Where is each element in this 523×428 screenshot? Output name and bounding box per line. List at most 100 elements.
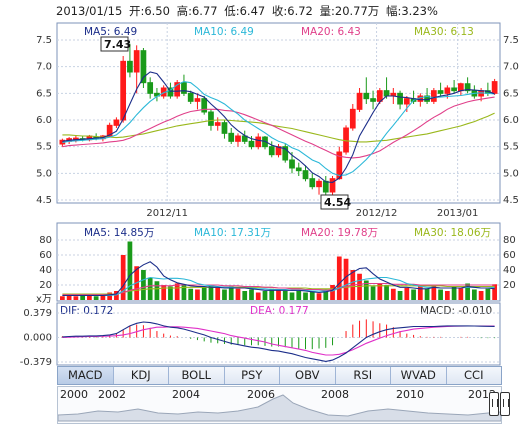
volume-ytick-left: 40: [39, 265, 52, 276]
price-ytick-left: 7.5: [36, 35, 52, 46]
navigator-area: [58, 394, 501, 422]
macd-ytick-left: 0.000: [23, 333, 52, 344]
tab-rsi[interactable]: RSI: [336, 367, 391, 384]
price-ytick-right: 4.5: [503, 195, 519, 206]
volume-bar: [161, 285, 167, 300]
quote-date: 2013/01/15: [56, 4, 123, 18]
volume-bar: [141, 270, 146, 300]
volume-bar: [478, 291, 484, 300]
candle-body: [282, 146, 289, 161]
tab-cci[interactable]: CCI: [464, 368, 484, 382]
volume-bar: [417, 286, 423, 300]
tab-obv[interactable]: OBV: [280, 367, 336, 384]
nav-year-2010: 2010: [396, 388, 424, 401]
volume-bar: [127, 241, 133, 300]
price-xtick: 2012/11: [146, 208, 188, 219]
volume-bar: [336, 256, 342, 300]
vol-ma30-legend: MA30: 18.06万: [414, 227, 491, 239]
candle-body: [208, 111, 214, 126]
volume-bar: [249, 289, 254, 300]
volume-bar: [289, 292, 295, 300]
candle-body: [383, 90, 390, 97]
volume-ytick-left: 60: [39, 250, 52, 261]
price-ytick-right: 5.0: [503, 168, 519, 179]
volume-ma20-line: [62, 282, 495, 296]
volume-bar: [377, 283, 383, 300]
indicator-tabs: MACD KDJ BOLL PSY OBV RSI WVAD CCI: [57, 366, 502, 385]
nav-year-2002: 2002: [98, 388, 126, 401]
navigator-left-handle[interactable]: [489, 392, 499, 416]
time-navigator[interactable]: 2000 2002 2004 2006 2008 2010 2012: [57, 386, 502, 424]
quote-low: 低:6.47: [224, 4, 266, 18]
candle-body: [491, 81, 498, 94]
candle-body: [430, 90, 437, 102]
volume-bars: [60, 241, 497, 300]
volume-bar: [242, 291, 248, 300]
tab-psy[interactable]: PSY: [225, 367, 280, 384]
tab-macd[interactable]: MACD: [58, 367, 114, 384]
volume-bar: [309, 291, 315, 300]
volume-bar: [107, 292, 113, 300]
volume-bar: [316, 293, 322, 300]
price-xtick: 2012/12: [356, 208, 398, 219]
price-grid: 7.5 7.57.0 7.06.5 6.56.0 6.05.5 5.55.0 5.04.5 4…: [36, 23, 519, 219]
volume-bar: [296, 291, 302, 300]
volume-bar: [208, 285, 214, 300]
candle-body: [457, 83, 464, 92]
nav-year-2004: 2004: [172, 388, 200, 401]
candle-body: [214, 122, 221, 126]
volume-ytick-right: 20: [503, 280, 516, 291]
price-ma20-legend: MA20: 6.43: [301, 26, 361, 38]
candle-body: [444, 87, 451, 94]
macd-dea-line: [62, 325, 495, 356]
price-ytick-left: 5.5: [36, 142, 52, 153]
macd-ytick-left: -0.379: [20, 357, 52, 368]
macd-dif-legend: DIF: 0.172: [60, 305, 113, 317]
volume-bar: [154, 281, 160, 300]
nav-year-2000: 2000: [60, 388, 88, 401]
quote-high: 高:6.77: [176, 4, 218, 18]
quote-volume: 量:20.77万: [319, 4, 380, 18]
candle-body: [201, 98, 208, 113]
tab-kdj[interactable]: KDJ: [114, 367, 169, 384]
tab-boll[interactable]: BOLL: [169, 367, 225, 384]
volume-bar: [471, 289, 477, 300]
tab-wvad[interactable]: WVAD: [391, 367, 447, 384]
price-ytick-right: 6.5: [503, 88, 519, 99]
volume-bar: [492, 284, 497, 300]
macd-dea-legend: DEA: 0.177: [250, 305, 309, 317]
volume-bar: [201, 286, 207, 300]
high-annotation-label: 7.43: [104, 38, 131, 51]
price-ytick-right: 5.5: [503, 142, 519, 153]
volume-bar: [404, 288, 410, 300]
volume-bar: [181, 285, 187, 300]
volume-panel-frame: [56, 222, 501, 302]
candle-body: [127, 60, 133, 73]
volume-bar: [120, 255, 126, 300]
price-ytick-left: 6.0: [36, 115, 52, 126]
candle-body: [147, 82, 154, 94]
volume-bar: [451, 286, 457, 300]
volume-bar: [485, 288, 491, 300]
macd-panel-frame: [56, 302, 501, 366]
volume-bar: [114, 291, 119, 300]
price-ma5-legend: MA5: 6.49: [84, 26, 137, 38]
nav-year-2008: 2008: [321, 388, 349, 401]
candle-body: [309, 178, 316, 188]
volume-bar: [276, 289, 281, 300]
low-annotation: 4.54: [320, 194, 351, 210]
navigator-right-handle[interactable]: [500, 392, 510, 416]
volume-bar: [323, 289, 329, 300]
volume-bar: [431, 285, 437, 300]
volume-ma10-line: [62, 276, 495, 297]
price-panel-frame: [56, 22, 501, 204]
candlestick-series: [59, 43, 498, 198]
quote-close: 收:6.72: [271, 4, 313, 18]
candle-body: [322, 180, 329, 193]
volume-ytick-left: 80: [39, 235, 52, 246]
price-ytick-left: 5.0: [36, 168, 52, 179]
volume-bar: [174, 283, 180, 300]
quote-open: 开:6.50: [128, 4, 170, 18]
candle-body: [187, 92, 194, 102]
candle-body: [370, 98, 376, 102]
